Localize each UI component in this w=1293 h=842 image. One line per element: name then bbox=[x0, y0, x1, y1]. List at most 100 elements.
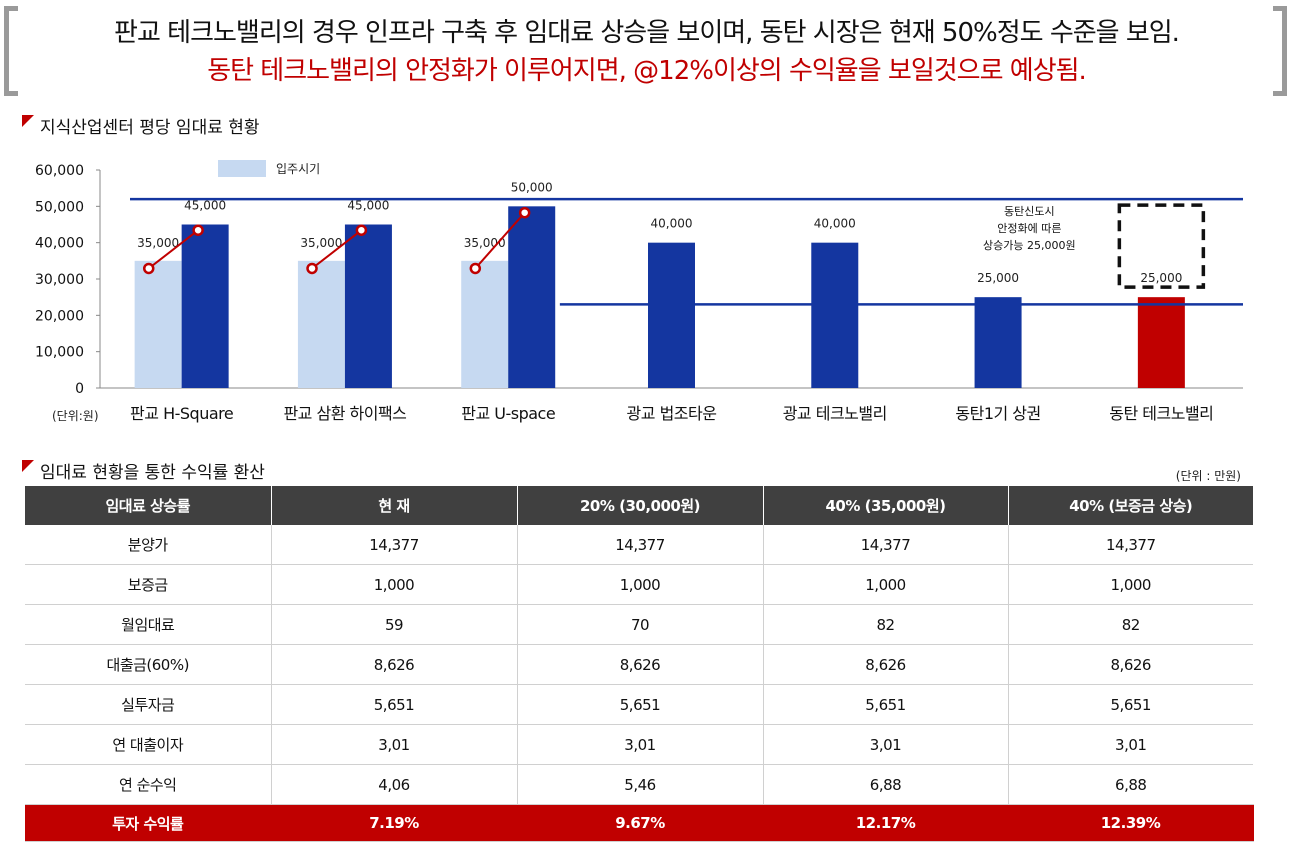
annotation-text: 상승가능 25,000원 bbox=[983, 239, 1076, 252]
total-yield-row: 투자 수익률 7.19% 9.67% 12.17% 12.39% bbox=[25, 804, 1254, 842]
red-triangle-icon bbox=[22, 115, 34, 127]
chart-unit-label: (단위:원) bbox=[52, 409, 99, 423]
section-title-yield: 임대료 현황을 통한 수익률 환산 bbox=[22, 458, 265, 483]
table-cell: 8,626 bbox=[1008, 644, 1253, 685]
table-row: 보증금 1,000 1,000 1,000 1,000 bbox=[25, 564, 1253, 605]
data-label: 40,000 bbox=[814, 217, 856, 231]
table-body: 분양가 14,377 14,377 14,377 14,377 보증금 1,000 1,000… bbox=[25, 525, 1254, 842]
growth-connector bbox=[474, 212, 526, 270]
table-header-row: 임대료 상승률 현 재 20% (30,000원) 40% (35,000원) 40% … bbox=[25, 486, 1253, 525]
headline-line-2: 동탄 테크노밸리의 안정화가 이루어지면, @12%이상의 수익율을 보일것으로… bbox=[207, 56, 1087, 86]
data-label: 40,000 bbox=[651, 217, 693, 231]
growth-marker bbox=[142, 262, 155, 275]
table-header-cell: 20% (30,000원) bbox=[517, 486, 764, 525]
row-label: 분양가 bbox=[25, 525, 272, 565]
bar-move-in bbox=[134, 260, 182, 388]
table-cell: 59 bbox=[271, 604, 518, 645]
bar-current bbox=[181, 224, 229, 388]
table-cell: 1,000 bbox=[1008, 564, 1253, 605]
row-label: 보증금 bbox=[25, 564, 272, 605]
table-cell: 5,651 bbox=[763, 684, 1009, 725]
legend-label: 입주시기 bbox=[276, 162, 320, 176]
table-cell: 4,06 bbox=[271, 764, 518, 805]
table-header-cell: 40% (보증금 상승) bbox=[1008, 486, 1253, 525]
table-cell: 14,377 bbox=[763, 525, 1009, 565]
table-cell: 8,626 bbox=[517, 644, 764, 685]
table-cell: 14,377 bbox=[1008, 525, 1253, 565]
table-cell: 1,000 bbox=[517, 564, 764, 605]
table-row: 연 대출이자 3,01 3,01 3,01 3,01 bbox=[25, 724, 1253, 765]
row-label: 대출금(60%) bbox=[25, 644, 272, 685]
table-cell: 14,377 bbox=[517, 525, 764, 565]
x-category-label: 판교 H-Square bbox=[130, 404, 233, 423]
y-tick-label: 50,000 bbox=[35, 199, 84, 215]
annotation-text: 안정화에 따른 bbox=[997, 222, 1061, 235]
table-cell: 3,01 bbox=[271, 724, 518, 765]
table-cell: 14,377 bbox=[271, 525, 518, 565]
yield-table: 임대료 상승률 현 재 20% (30,000원) 40% (35,000원) 40% … bbox=[25, 486, 1254, 842]
yield-cell: 9.67% bbox=[517, 804, 764, 842]
x-category-label: 판교 U-space bbox=[461, 404, 555, 423]
section-title-rent-status: 지식산업센터 평당 임대료 현황 bbox=[22, 113, 260, 138]
table-header-cell: 40% (35,000원) bbox=[763, 486, 1009, 525]
table-unit-label: (단위 : 만원) bbox=[1175, 469, 1241, 483]
y-tick-label: 40,000 bbox=[35, 236, 84, 252]
row-label: 연 순수익 bbox=[25, 764, 272, 805]
table-row: 분양가 14,377 14,377 14,377 14,377 bbox=[25, 525, 1253, 565]
growth-marker bbox=[192, 224, 204, 236]
table-cell: 5,46 bbox=[517, 764, 764, 805]
bar-move-in bbox=[461, 260, 509, 388]
table-row: 실투자금 5,651 5,651 5,651 5,651 bbox=[25, 684, 1253, 725]
x-category-label: 동탄 테크노밸리 bbox=[1109, 404, 1213, 423]
table-cell: 6,88 bbox=[1008, 764, 1253, 805]
red-triangle-icon bbox=[22, 460, 34, 472]
data-label: 25,000 bbox=[1140, 271, 1182, 285]
data-label: 45,000 bbox=[347, 199, 389, 213]
data-label: 25,000 bbox=[977, 271, 1019, 285]
y-tick-label: 20,000 bbox=[35, 308, 84, 324]
data-label: 35,000 bbox=[300, 236, 342, 250]
table-cell: 82 bbox=[763, 604, 1009, 645]
table-row: 월임대료 59 70 82 82 bbox=[25, 604, 1253, 645]
annotation-text: 동탄신도시 bbox=[1004, 205, 1055, 218]
growth-connector bbox=[148, 229, 199, 270]
section-title-text: 지식산업센터 평당 임대료 현황 bbox=[40, 118, 260, 138]
bar-current bbox=[648, 242, 695, 388]
bar-highlight bbox=[1137, 297, 1185, 388]
x-category-label: 광교 법조타운 bbox=[627, 404, 717, 423]
y-tick-label: 30,000 bbox=[35, 272, 84, 288]
data-label: 50,000 bbox=[511, 180, 553, 194]
row-label: 월임대료 bbox=[25, 604, 272, 645]
y-tick-label: 10,000 bbox=[35, 345, 84, 361]
bar-current bbox=[811, 242, 859, 388]
table-cell: 6,88 bbox=[763, 764, 1009, 805]
table-cell: 5,651 bbox=[1008, 684, 1253, 725]
rent-bar-chart: 0 10,000 20,000 30,000 40,000 50,000 60,000 35,… bbox=[35, 160, 1243, 423]
x-category-label: 동탄1기 상권 bbox=[955, 404, 1040, 423]
right-bracket-decoration bbox=[1273, 6, 1287, 96]
table-row: 대출금(60%) 8,626 8,626 8,626 8,626 bbox=[25, 644, 1253, 685]
left-bracket-decoration bbox=[4, 6, 18, 96]
growth-marker bbox=[469, 262, 482, 275]
data-label: 45,000 bbox=[184, 199, 226, 213]
table-cell: 1,000 bbox=[763, 564, 1009, 605]
data-label: 35,000 bbox=[137, 236, 179, 250]
table-cell: 3,01 bbox=[517, 724, 764, 765]
headline-line-1: 판교 테크노밸리의 경우 인프라 구축 후 임대료 상승을 보이며, 동탄 시장… bbox=[114, 18, 1180, 48]
table-header-cell: 현 재 bbox=[271, 486, 518, 525]
bar-current bbox=[508, 206, 556, 388]
bar-move-in bbox=[297, 260, 345, 388]
row-label: 연 대출이자 bbox=[25, 724, 272, 765]
table-cell: 1,000 bbox=[271, 564, 518, 605]
table-cell: 3,01 bbox=[763, 724, 1009, 765]
table-cell: 82 bbox=[1008, 604, 1253, 645]
yield-cell: 7.19% bbox=[271, 804, 518, 842]
yield-cell: 12.39% bbox=[1008, 804, 1254, 842]
y-tick-label: 0 bbox=[75, 381, 84, 397]
row-label: 투자 수익률 bbox=[25, 804, 272, 842]
section-title-text: 임대료 현황을 통한 수익률 환산 bbox=[40, 463, 265, 483]
table-cell: 8,626 bbox=[271, 644, 518, 685]
table-cell: 5,651 bbox=[271, 684, 518, 725]
bar-current bbox=[974, 297, 1022, 388]
legend-swatch bbox=[218, 160, 266, 177]
